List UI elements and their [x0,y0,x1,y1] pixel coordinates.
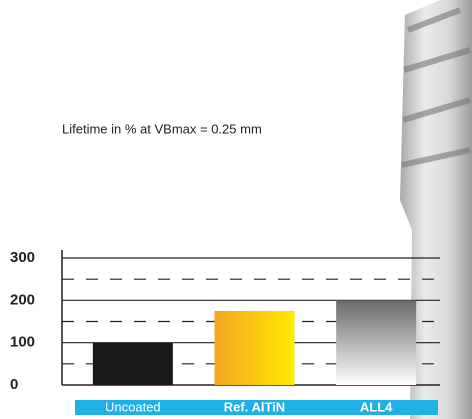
chart-title: Lifetime in % at VBmax = 0.25 mm [62,121,262,136]
y-tick-label: 100 [10,334,35,351]
y-tick-label: 0 [10,376,18,393]
x-tick-label: ALL4 [360,399,393,414]
bar [92,342,173,385]
x-tick-label: Ref. AlTiN [224,399,285,414]
bar [336,300,417,385]
tool-image [400,0,472,419]
category-band [75,400,438,415]
x-tick-label: Uncoated [105,399,161,414]
y-tick-label: 200 [10,291,35,308]
bar [214,310,295,385]
y-tick-label: 300 [10,249,35,266]
